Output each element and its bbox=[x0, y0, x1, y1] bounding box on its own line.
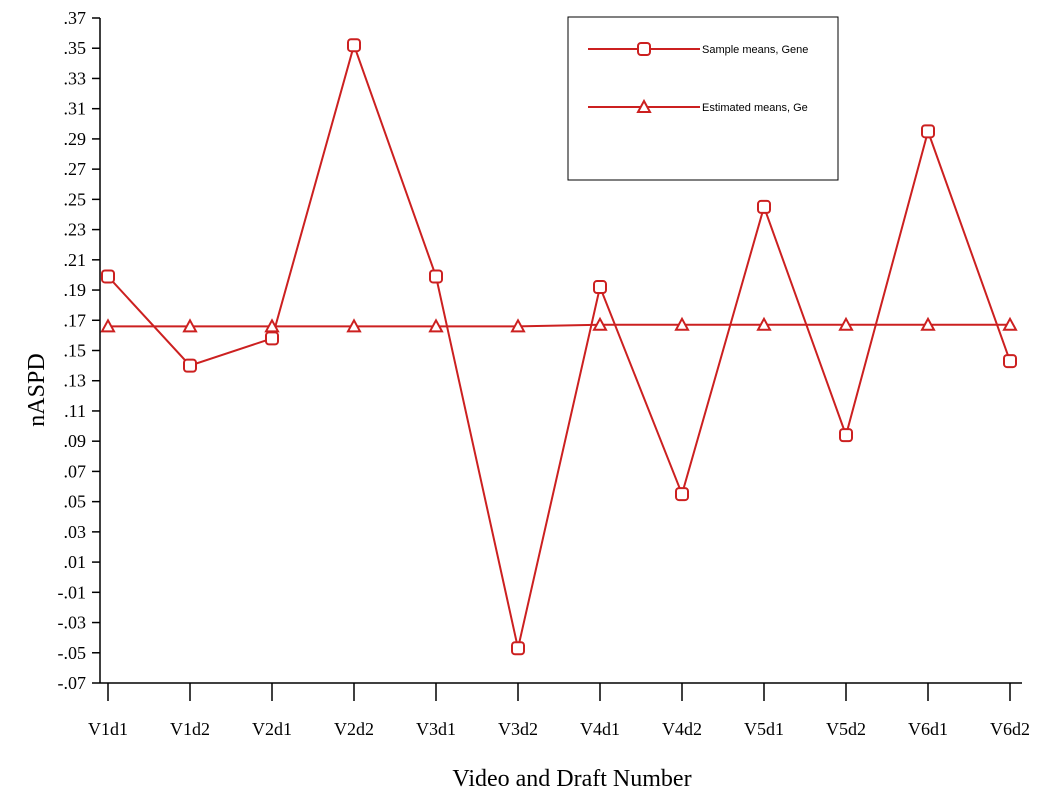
data-point-square bbox=[347, 38, 361, 53]
y-tick-label: -.01 bbox=[58, 582, 87, 602]
legend: Sample means, Gene Estimated means, Ge bbox=[567, 16, 839, 181]
y-tick-label: .27 bbox=[64, 159, 87, 179]
data-point-square bbox=[757, 199, 771, 214]
data-point-triangle bbox=[838, 316, 854, 331]
data-point-triangle bbox=[346, 318, 362, 333]
legend-marker-triangle bbox=[636, 98, 652, 113]
y-tick-label: .23 bbox=[64, 220, 87, 240]
data-point-square bbox=[511, 641, 525, 656]
data-point-square bbox=[265, 331, 279, 346]
y-tick-label: .11 bbox=[64, 401, 86, 421]
y-tick-label: .33 bbox=[64, 68, 87, 88]
data-point-triangle bbox=[592, 316, 608, 331]
data-point-square bbox=[183, 358, 197, 373]
x-tick-label: V5d1 bbox=[744, 719, 784, 739]
y-tick-label: .25 bbox=[64, 189, 87, 209]
y-tick-label: .03 bbox=[64, 522, 87, 542]
data-point-triangle bbox=[100, 318, 116, 333]
y-tick-label: .01 bbox=[64, 552, 87, 572]
x-tick-label: V2d1 bbox=[252, 719, 292, 739]
y-tick-label: .35 bbox=[64, 38, 87, 58]
x-tick-label: V4d2 bbox=[662, 719, 702, 739]
legend-label-estimated: Estimated means, Ge bbox=[702, 102, 808, 114]
x-tick-label: V5d2 bbox=[826, 719, 866, 739]
data-point-square bbox=[101, 269, 115, 284]
series-estimated-means bbox=[100, 316, 1018, 333]
y-tick-label: .37 bbox=[64, 8, 87, 28]
data-point-triangle bbox=[1002, 316, 1018, 331]
data-point-triangle bbox=[920, 316, 936, 331]
y-tick-label: .19 bbox=[64, 280, 87, 300]
data-point-square bbox=[675, 487, 689, 502]
x-tick-label: V1d2 bbox=[170, 719, 210, 739]
y-tick-label: .29 bbox=[64, 129, 87, 149]
plot-area bbox=[100, 38, 1018, 656]
data-point-triangle bbox=[264, 318, 280, 333]
legend-label-sample: Sample means, Gene bbox=[702, 44, 808, 56]
y-axis-title: nASPD bbox=[24, 353, 50, 426]
series-line bbox=[108, 323, 1010, 328]
y-tick-label: -.07 bbox=[58, 673, 87, 693]
legend-marker-square bbox=[637, 42, 651, 56]
x-tick-label: V4d1 bbox=[580, 719, 620, 739]
data-point-square bbox=[839, 428, 853, 443]
series-line bbox=[107, 41, 1011, 649]
y-tick-label: .31 bbox=[64, 99, 87, 119]
y-tick-label: -.03 bbox=[58, 613, 87, 633]
data-point-square bbox=[921, 124, 935, 139]
x-tick-label: V1d1 bbox=[88, 719, 128, 739]
x-tick-label: V6d2 bbox=[990, 719, 1030, 739]
y-axis: -.07 -.05 -.03 -.01 .01 .03 .05 .07 .09 .11 .13 .15… bbox=[58, 8, 101, 693]
x-axis: V1d1 V1d2 V2d1 V2d2 V3d1 V3d2 V4d1 V4d2 V5d1 V5d2… bbox=[88, 682, 1030, 739]
data-point-triangle bbox=[510, 318, 526, 333]
data-point-triangle bbox=[428, 318, 444, 333]
y-tick-label: .09 bbox=[64, 431, 87, 451]
data-point-triangle bbox=[674, 316, 690, 331]
y-tick-label: .07 bbox=[64, 461, 87, 481]
y-tick-label: .05 bbox=[64, 492, 87, 512]
y-tick-label: .15 bbox=[64, 341, 87, 361]
x-tick-label: V2d2 bbox=[334, 719, 374, 739]
x-tick-label: V3d2 bbox=[498, 719, 538, 739]
y-tick-label: .21 bbox=[64, 250, 87, 270]
legend-box bbox=[567, 16, 839, 181]
x-tick-label: V6d1 bbox=[908, 719, 948, 739]
series-sample-means bbox=[101, 38, 1017, 656]
x-axis-title: Video and Draft Number bbox=[452, 766, 691, 792]
data-point-square bbox=[429, 269, 443, 284]
data-point-square bbox=[593, 280, 607, 295]
data-point-triangle bbox=[756, 316, 772, 331]
x-tick-label: V3d1 bbox=[416, 719, 456, 739]
data-point-square bbox=[1003, 354, 1017, 369]
y-tick-label: .13 bbox=[64, 371, 87, 391]
data-point-triangle bbox=[182, 318, 198, 333]
y-tick-label: -.05 bbox=[58, 643, 87, 663]
y-tick-label: .17 bbox=[64, 310, 87, 330]
